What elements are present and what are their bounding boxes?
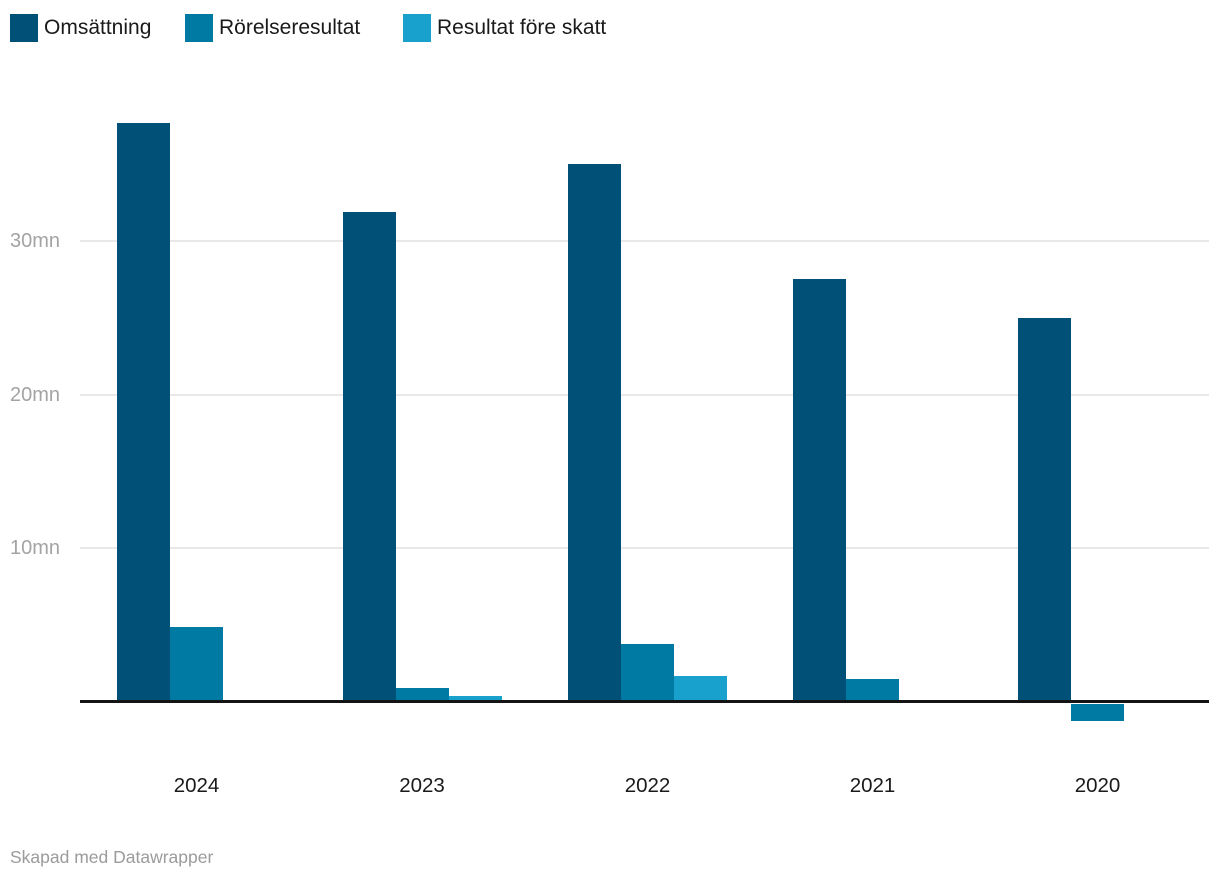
bar-omsattning-2022	[568, 164, 621, 702]
legend-item-omsattning: Omsättning	[10, 14, 151, 42]
legend-label: Rörelseresultat	[219, 16, 361, 39]
x-axis-label-2022: 2022	[624, 774, 671, 797]
bar-rorelseresultat-2023	[395, 688, 449, 702]
bar-resultat-fore-skatt-2022	[674, 675, 727, 702]
gridline-20mn	[80, 393, 1209, 396]
legend-label: Omsättning	[44, 16, 152, 39]
y-axis-tick-label: 30mn	[10, 229, 61, 252]
bar-omsattning-2024	[117, 122, 170, 702]
legend-item-rorelseresultat: Rörelseresultat	[185, 14, 360, 42]
legend-swatch-omsattning	[10, 14, 38, 42]
y-axis-tick-label: 10mn	[10, 537, 61, 560]
legend-label: Resultat före skatt	[437, 16, 607, 39]
bar-rorelseresultat-2020	[1071, 704, 1124, 721]
y-axis-tick-label: 20mn	[10, 383, 61, 406]
bar-rorelseresultat-2021	[846, 678, 899, 702]
gridline-30mn	[80, 239, 1209, 242]
bar-omsattning-2023	[342, 211, 396, 702]
x-axis-label-2024: 2024	[173, 774, 220, 797]
attribution-text: Skapad med Datawrapper	[10, 847, 214, 867]
gridline-10mn	[80, 547, 1209, 550]
x-axis-baseline	[80, 700, 1209, 703]
bar-omsattning-2020	[1018, 317, 1071, 702]
bar-rorelseresultat-2024	[170, 626, 223, 702]
x-axis-label-2020: 2020	[1074, 774, 1121, 797]
legend-swatch-resultat-fore-skatt	[403, 14, 431, 42]
legend-item-resultat-fore-skatt: Resultat före skatt	[403, 14, 606, 42]
x-axis-label-2023: 2023	[399, 774, 445, 797]
x-axis-label-2021: 2021	[849, 774, 896, 797]
bar-rorelseresultat-2022	[621, 643, 674, 702]
legend-swatch-rorelseresultat	[185, 14, 213, 42]
bar-omsattning-2021	[793, 279, 846, 702]
bar-resultat-fore-skatt-2023	[448, 695, 502, 702]
